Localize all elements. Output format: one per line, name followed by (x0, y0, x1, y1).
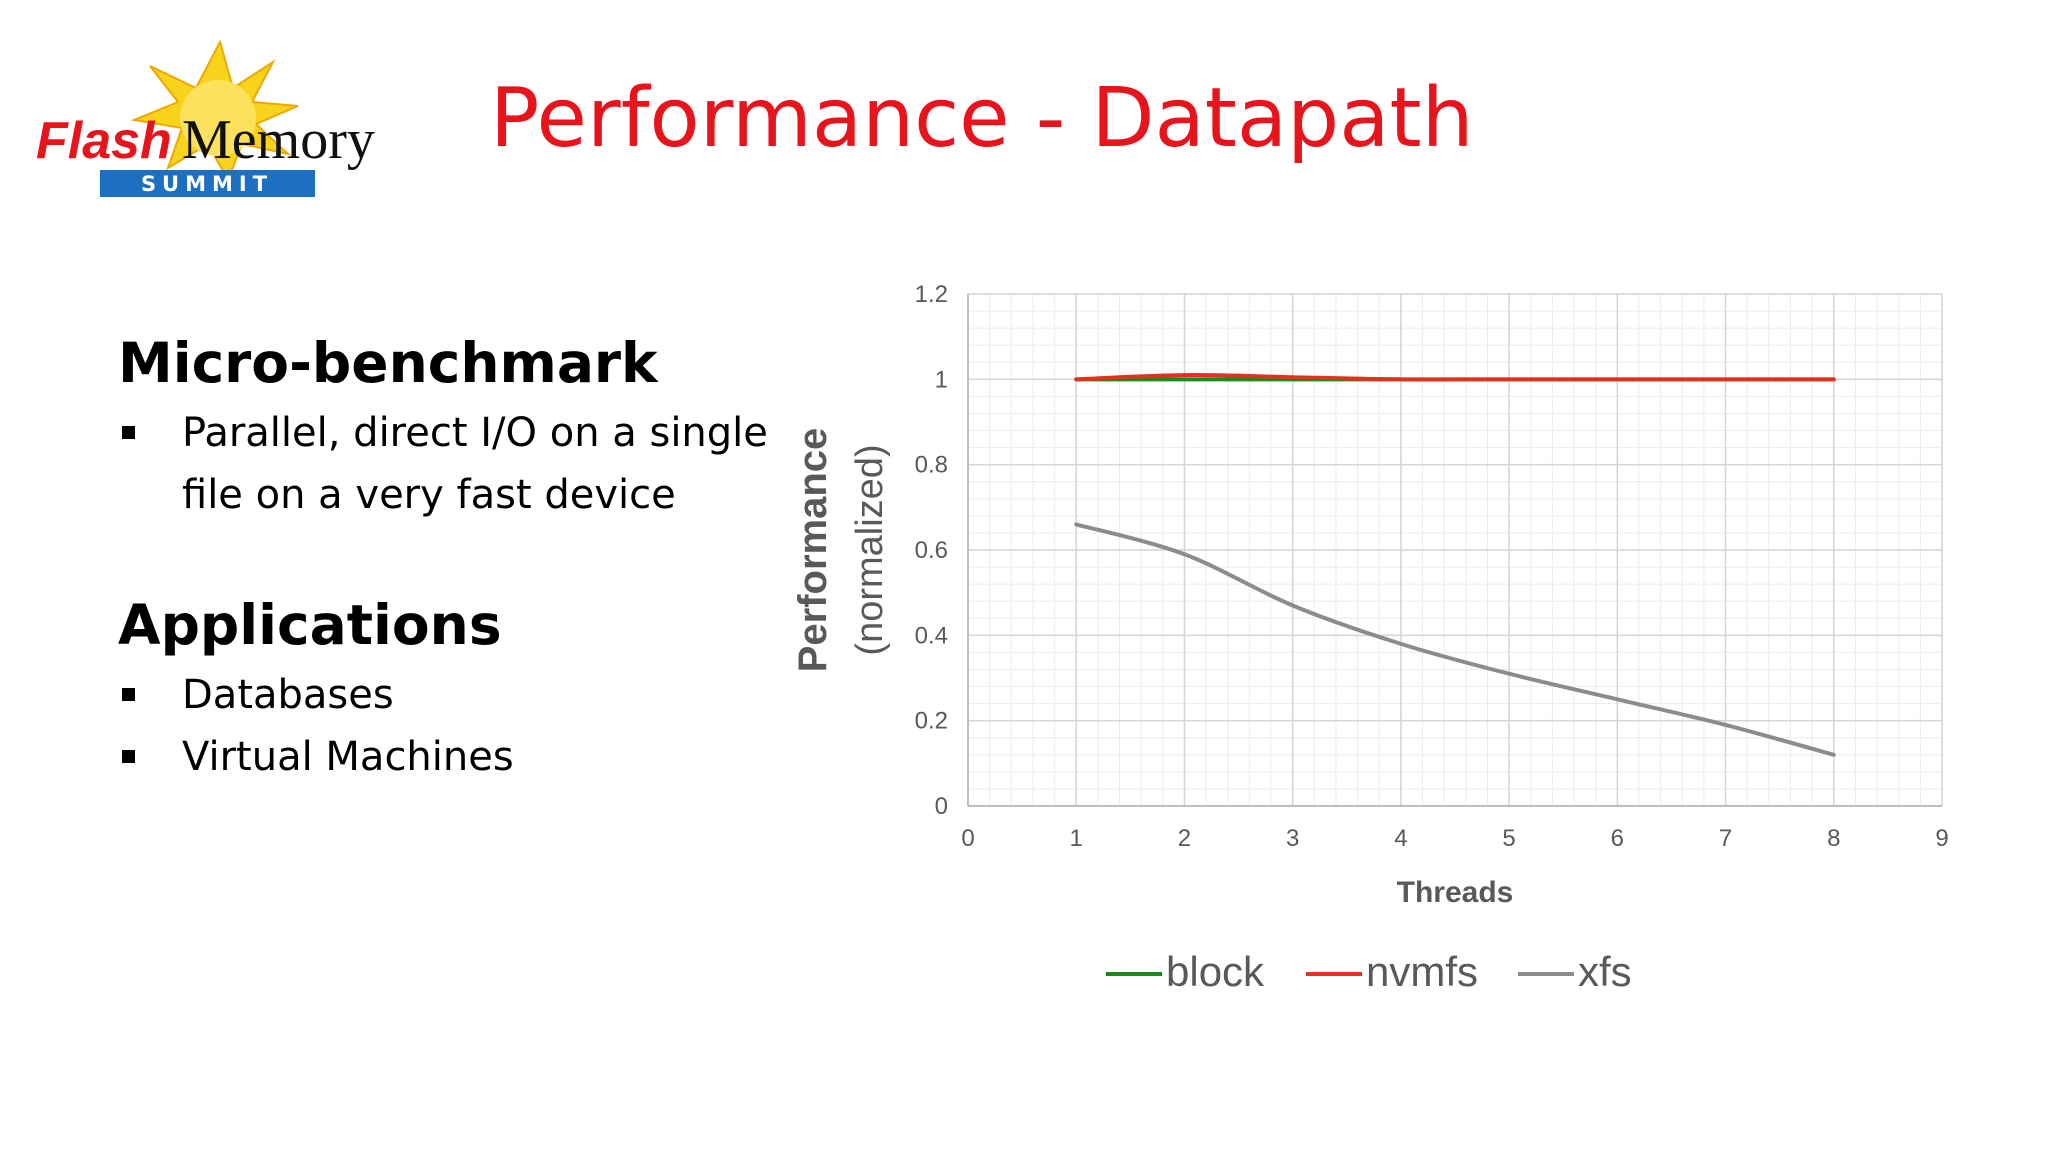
axes (967, 294, 1942, 807)
y-tick-label: 0 (935, 793, 948, 820)
legend-label-nvmfs: nvmfs (1366, 948, 1478, 995)
y-tick-label: 1 (935, 366, 948, 393)
bullet-square-icon (122, 688, 135, 701)
series-lines (1074, 373, 1836, 757)
bullet-item: Virtual Machines (118, 726, 818, 788)
x-tick-label: 4 (1394, 825, 1407, 852)
bullet-list-applications: Databases Virtual Machines (118, 664, 818, 788)
content-left: Micro-benchmark Parallel, direct I/O on … (118, 330, 818, 788)
bullet-item: Databases (118, 664, 818, 726)
logo-word-memory: Memory (182, 109, 375, 171)
series-line-xfs (1074, 522, 1836, 757)
logo-word-summit: SUMMIT (141, 172, 273, 196)
bullet-square-icon (122, 426, 135, 439)
y-tick-label: 0.4 (915, 622, 948, 649)
major-grid (967, 293, 1943, 807)
performance-line-chart: 0 0.2 0.4 0.6 0.8 1 1.2 0 1 2 3 4 5 6 7 8 9 Threads Per… (791, 281, 1949, 995)
y-tick-label: 0.2 (915, 708, 948, 735)
x-tick-label: 7 (1719, 825, 1732, 852)
bullet-square-icon (122, 750, 135, 763)
flash-memory-summit-logo: Flash Memory SUMMIT (36, 40, 375, 197)
logo-summit-bar (100, 170, 315, 197)
legend-label-xfs: xfs (1578, 948, 1632, 995)
y-axis-label-light: (normalized) (849, 444, 891, 655)
y-axis-label-bold: Performance (791, 428, 835, 673)
x-tick-label: 9 (1935, 825, 1948, 852)
x-tick-label: 1 (1070, 825, 1083, 852)
x-tick-label: 0 (961, 825, 974, 852)
legend: block nvmfs xfs (1106, 948, 1632, 995)
x-axis-label: Threads (1397, 876, 1514, 909)
logo-word-flash: Flash (36, 112, 172, 170)
x-tick-label: 5 (1502, 825, 1515, 852)
x-tick-label: 6 (1611, 825, 1624, 852)
y-axis-label: Performance (normalized) (791, 428, 891, 673)
y-tick-label: 0.6 (915, 537, 948, 564)
section-heading-applications: Applications (118, 593, 502, 657)
x-axis-ticks: 0 1 2 3 4 5 6 7 8 9 (961, 825, 1948, 852)
bullet-list-micro-benchmark: Parallel, direct I/O on a single file on… (118, 402, 818, 526)
y-tick-label: 1.2 (915, 281, 948, 308)
x-tick-label: 3 (1286, 825, 1299, 852)
x-tick-label: 8 (1827, 825, 1840, 852)
section-heading-micro-benchmark: Micro-benchmark (118, 331, 658, 395)
y-tick-label: 0.8 (915, 452, 948, 479)
slide-title: Performance - Datapath (490, 71, 1474, 166)
x-tick-label: 2 (1178, 825, 1191, 852)
legend-label-block: block (1166, 948, 1265, 995)
bullet-item: Parallel, direct I/O on a single file on… (118, 402, 818, 526)
y-axis-ticks: 0 0.2 0.4 0.6 0.8 1 1.2 (915, 281, 948, 820)
series-line-nvmfs (1074, 373, 1836, 382)
